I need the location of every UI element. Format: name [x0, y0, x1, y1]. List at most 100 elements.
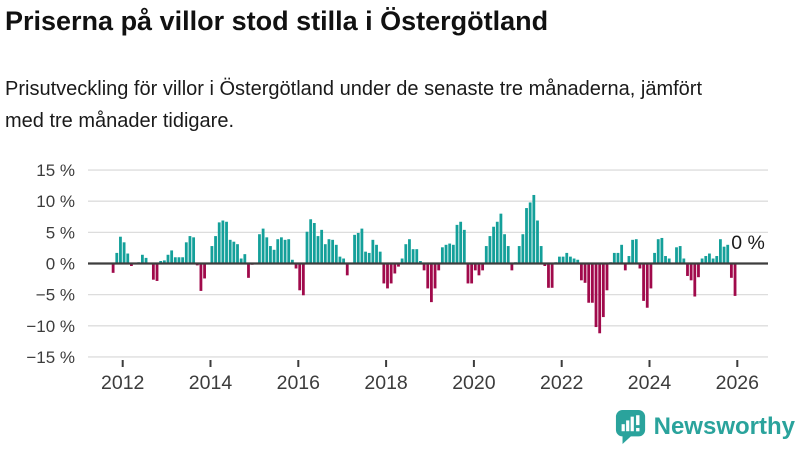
bar — [561, 256, 565, 264]
bar — [565, 252, 569, 264]
bar — [700, 258, 704, 264]
bar — [569, 256, 572, 264]
bar — [459, 221, 463, 264]
bar — [495, 221, 499, 264]
chart-title: Priserna på villor stod stilla i Östergö… — [5, 6, 549, 36]
bar — [327, 239, 331, 264]
newsworthy-wordmark: Newsworthy — [653, 413, 795, 440]
y-axis-label: −5 % — [36, 286, 75, 305]
bar — [693, 263, 697, 297]
bar — [119, 236, 122, 264]
bar — [170, 250, 174, 264]
bar — [634, 239, 638, 264]
bar — [598, 263, 602, 334]
bar — [594, 263, 598, 328]
bar — [356, 232, 360, 264]
bar — [528, 202, 532, 264]
bar — [151, 263, 155, 280]
bar — [488, 236, 492, 264]
x-axis-label: 2016 — [277, 372, 320, 394]
newsworthy-bubble-icon — [615, 410, 645, 444]
bar — [499, 213, 503, 264]
bar — [451, 244, 455, 264]
bar — [408, 239, 411, 264]
bar — [510, 263, 514, 271]
bar — [375, 244, 378, 264]
bar — [415, 249, 419, 264]
bar — [298, 263, 302, 291]
y-axis-label: 0 % — [46, 255, 75, 274]
bar — [382, 263, 386, 284]
bar — [547, 263, 550, 288]
bar — [444, 244, 448, 264]
bar — [221, 220, 225, 264]
bar — [258, 234, 261, 264]
bar — [466, 263, 470, 284]
bar — [550, 263, 554, 288]
x-axis-label: 2018 — [364, 372, 407, 394]
bar — [280, 237, 283, 264]
bar — [247, 263, 250, 278]
bar — [159, 261, 163, 264]
bar — [360, 228, 364, 264]
chart-subtitle: Prisutveckling för villor i Östergötland… — [5, 78, 703, 132]
bar — [601, 263, 605, 318]
bar — [733, 263, 737, 296]
bar — [682, 258, 686, 264]
bar — [448, 243, 452, 264]
bar — [239, 258, 243, 264]
bar — [532, 194, 536, 264]
bar — [616, 252, 620, 264]
bar — [181, 257, 185, 264]
bar — [660, 237, 664, 264]
bar — [155, 263, 159, 281]
bar — [166, 254, 170, 264]
y-axis-label: −15 % — [26, 348, 75, 367]
bar — [130, 263, 133, 266]
bar — [353, 234, 356, 264]
bar — [214, 236, 217, 264]
x-axis-label: 2022 — [540, 372, 583, 394]
bar — [367, 252, 371, 264]
bar — [722, 246, 726, 264]
x-axis-label: 2024 — [628, 372, 672, 394]
bar — [612, 252, 616, 264]
bar — [667, 258, 671, 264]
bar — [506, 246, 510, 264]
bar — [404, 244, 408, 264]
bar — [620, 244, 624, 264]
bar — [525, 208, 528, 264]
bar — [697, 263, 700, 278]
bar — [704, 256, 708, 264]
bar — [122, 242, 126, 264]
bar — [411, 249, 415, 264]
bar — [236, 244, 239, 264]
bar — [642, 263, 645, 301]
bar — [686, 263, 689, 276]
bar — [638, 263, 642, 269]
y-axis-label: 15 % — [36, 161, 75, 180]
x-axis-label: 2026 — [716, 372, 759, 394]
bar — [536, 220, 539, 264]
y-axis-label: −10 % — [26, 317, 75, 336]
bar — [539, 246, 543, 264]
bar — [364, 251, 367, 264]
bar — [290, 259, 294, 264]
bar — [126, 253, 130, 264]
bar — [225, 221, 228, 264]
bar — [689, 263, 693, 281]
bar — [316, 236, 320, 264]
bar — [184, 242, 188, 264]
newsworthy-logo[interactable]: Newsworthy — [615, 409, 795, 445]
bar — [389, 263, 393, 284]
bar — [481, 263, 485, 271]
bar — [419, 261, 422, 264]
bar — [678, 246, 682, 264]
bar — [294, 263, 298, 269]
bar — [726, 244, 730, 264]
bar — [265, 237, 269, 264]
bar — [572, 258, 576, 264]
bar — [715, 256, 719, 264]
bar — [729, 263, 733, 278]
bar — [503, 234, 506, 264]
